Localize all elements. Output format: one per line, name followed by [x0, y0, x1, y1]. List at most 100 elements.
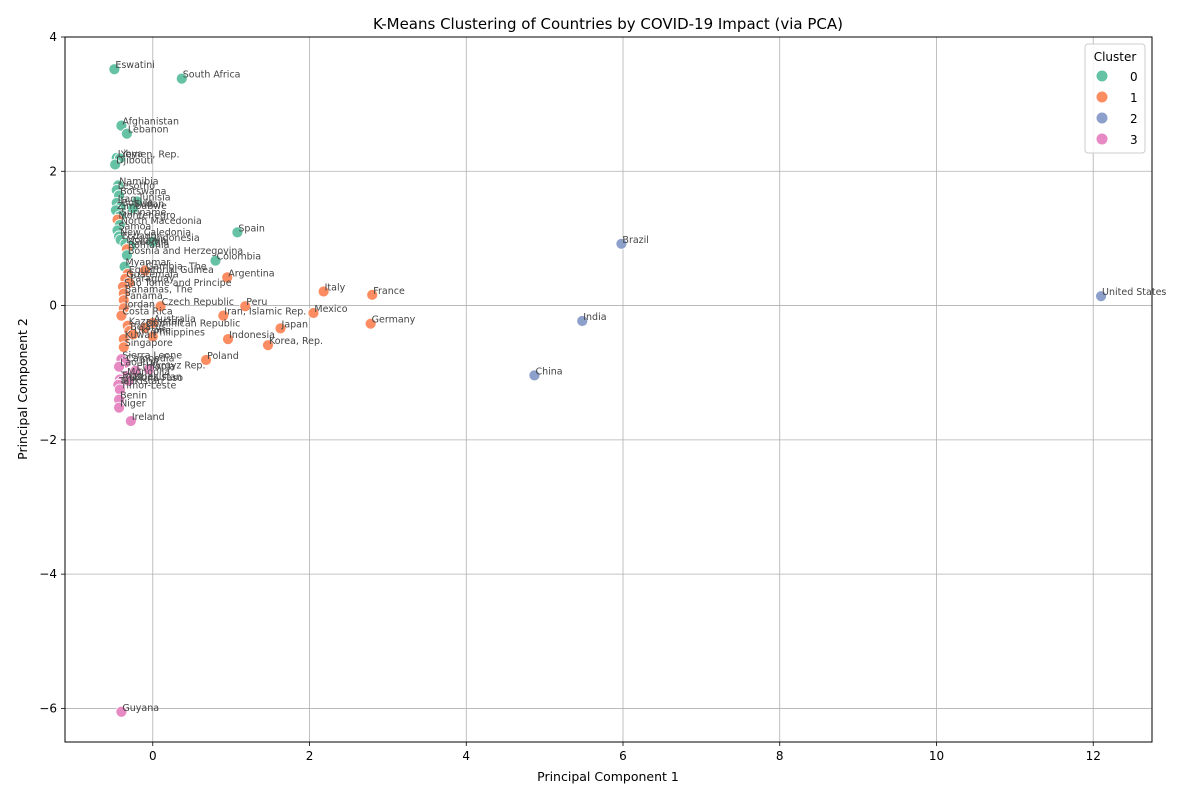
data-point [239, 300, 252, 313]
point-label: Czech Republic [162, 297, 234, 308]
point-label: New Caledonia [120, 227, 191, 238]
point-label: Eswatini [115, 60, 155, 71]
point-label: Singapore [125, 338, 173, 349]
axis-ticks: 0 2 4 6 8 10 12 −6 −4 −2 0 2 4 [39, 30, 1101, 763]
legend-title: Cluster [1094, 50, 1137, 64]
data-point [615, 237, 628, 250]
data-point [113, 401, 125, 414]
data-point [364, 317, 377, 330]
point-label: Equatorial Guinea [129, 265, 214, 276]
point-label: Colombia [216, 252, 261, 263]
data-point [115, 309, 128, 322]
point-label: Australia [154, 314, 196, 325]
point-label: Mexico [314, 304, 347, 315]
point-label: Moldova [126, 235, 166, 246]
point-label: Tajikistan [118, 376, 163, 387]
point-label: Uzbekistan [129, 372, 181, 383]
chart-title: K-Means Clustering of Countries by COVID… [373, 15, 843, 33]
legend-label: 0 [1130, 70, 1138, 84]
data-point [108, 63, 121, 76]
data-point [217, 309, 230, 322]
data-point [1095, 290, 1107, 303]
point-label: Belarus [130, 322, 166, 333]
point-label: Jordan [124, 299, 155, 310]
point-label: Georgia [132, 237, 169, 248]
point-label: Paraguay [130, 274, 175, 285]
data-point [200, 354, 212, 366]
data-point [139, 321, 151, 334]
data-point [127, 202, 140, 215]
point-label: Gambia, The [146, 262, 207, 273]
legend-marker [1096, 91, 1108, 103]
point-label: Myanmar [126, 258, 171, 269]
data-point [209, 254, 222, 267]
point-label: Afghanistan [122, 117, 179, 128]
point-label: Romania [128, 240, 170, 251]
y-tick-label: −4 [39, 567, 57, 581]
data-point [121, 249, 133, 262]
point-label: Sudan [134, 199, 164, 210]
point-label: Niger [120, 399, 146, 410]
point-label: Bosnia and Herzegovina [128, 246, 243, 257]
data-point [142, 363, 155, 376]
x-tick-label: 8 [776, 749, 784, 763]
legend: Cluster 0 1 2 3 [1084, 43, 1146, 154]
point-label: India [583, 312, 606, 323]
point-label: Indonesia [154, 233, 200, 244]
point-label: Bolivia [122, 198, 154, 209]
point-label: Panama [125, 291, 163, 302]
point-label: Ecuador [122, 231, 161, 242]
y-axis-title: Principal Component 2 [15, 318, 30, 460]
data-point [576, 315, 589, 327]
legend-label: 2 [1130, 112, 1138, 126]
y-tick-label: 0 [49, 299, 57, 313]
point-label: Togo [120, 370, 143, 381]
data-point [154, 300, 167, 313]
legend-entries: 0 1 2 3 [1096, 70, 1138, 147]
point-label: Germany [372, 315, 416, 326]
legend-marker [1096, 70, 1108, 82]
y-tick-label: −6 [39, 701, 57, 715]
data-point [175, 72, 188, 85]
point-label: Mongolia [127, 367, 170, 378]
point-label: Philippines [154, 327, 205, 338]
point-label: Spain [238, 223, 265, 234]
point-label: Libya [118, 149, 143, 160]
y-tick-label: 2 [49, 164, 57, 178]
data-point [115, 705, 128, 718]
data-point [262, 339, 274, 352]
legend-label: 1 [1130, 91, 1138, 105]
data-point [124, 415, 137, 427]
legend-marker [1096, 133, 1108, 145]
point-label: Ukraine [134, 325, 171, 336]
data-point [231, 226, 244, 239]
point-label: Sao Tome and Principe [124, 278, 232, 289]
y-tick-label: −2 [39, 433, 57, 447]
data-point [222, 333, 234, 346]
x-tick-label: 10 [929, 749, 944, 763]
data-point [127, 328, 140, 341]
data-point [129, 364, 142, 377]
point-label: Tunisia [137, 193, 170, 204]
point-label: Guyana [122, 703, 159, 714]
point-label: Costa Rica [122, 307, 172, 318]
point-label: Timor-Leste [120, 381, 177, 392]
y-tick-label: 4 [49, 30, 57, 44]
point-label: Sierra Leone [122, 350, 182, 361]
point-label: Burkina Faso [122, 373, 183, 384]
x-axis-title: Principal Component 1 [537, 769, 679, 784]
plot-area-frame [64, 36, 1153, 743]
point-label: Yemen, Rep. [120, 150, 180, 161]
x-tick-label: 0 [149, 749, 157, 763]
legend-label: 3 [1130, 133, 1138, 147]
data-point [113, 360, 125, 373]
data-points [108, 63, 1107, 718]
point-label: Kazakhstan [129, 317, 184, 328]
data-point [139, 264, 151, 277]
point-label: Lesotho [118, 181, 155, 192]
point-label: South Africa [183, 70, 241, 81]
data-point [221, 271, 234, 284]
data-point [146, 235, 159, 248]
data-point [117, 341, 130, 354]
